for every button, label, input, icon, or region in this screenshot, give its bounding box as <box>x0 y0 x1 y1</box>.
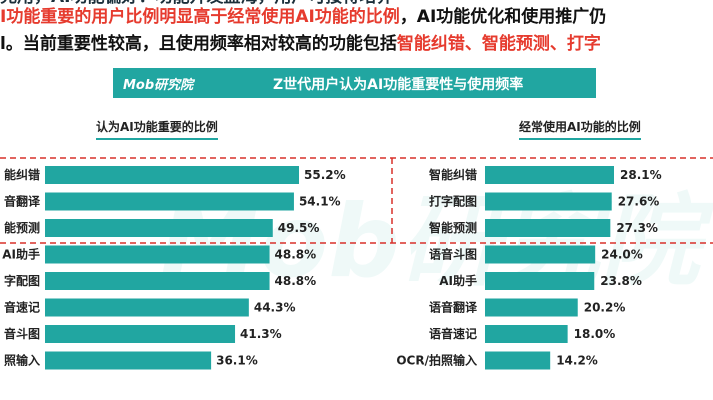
right-value-label-1: 27.6% <box>618 195 660 209</box>
right-value-label-2: 27.3% <box>616 221 658 235</box>
right-value-label-6: 18.0% <box>574 327 616 341</box>
right-bar-3 <box>485 245 596 264</box>
headline-top-line: 兑用，AI功能偏好：功能开发蓝海，用户可接待培养 <box>0 0 393 8</box>
right-bar-2 <box>485 219 611 237</box>
right-bar-7 <box>485 351 551 370</box>
left-chart-title: 认为AI功能重要的比例 <box>96 118 218 140</box>
left-category-3: AI助手 <box>2 247 40 262</box>
right-value-label-4: 23.8% <box>600 274 642 288</box>
left-bar-6 <box>45 325 236 343</box>
right-value-label-7: 14.2% <box>556 354 598 368</box>
right-category-0: 智能纠错 <box>428 167 477 182</box>
left-category-1: 音翻译 <box>4 194 41 209</box>
left-bar-0 <box>45 166 299 184</box>
left-value-label-4: 48.8% <box>275 274 317 288</box>
headline-highlight-1: I功能重要的用户比例明显高于经常使用AI功能的比例 <box>0 7 400 27</box>
left-value-label-6: 41.3% <box>240 327 282 341</box>
left-value-label-2: 49.5% <box>278 221 320 235</box>
right-category-1: 打字配图 <box>429 194 477 209</box>
right-bar-5 <box>485 298 578 317</box>
headline-line-1: I功能重要的用户比例明显高于经常使用AI功能的比例，AI功能优化和使用推广仍 <box>0 6 606 28</box>
headline-highlight-2: 智能纠错、智能预测、打字 <box>396 34 601 54</box>
left-category-6: 音斗图 <box>4 326 40 341</box>
left-bar-5 <box>45 298 249 317</box>
right-category-4: AI助手 <box>439 273 477 288</box>
right-chart-title: 经常使用AI功能的比例 <box>519 118 641 140</box>
right-bar-4 <box>485 272 595 290</box>
right-bar-0 <box>485 166 614 184</box>
headline-text-2: l。当前重要性较高，且使用频率相对较高的功能包括 <box>0 34 397 54</box>
left-category-2: 能预测 <box>4 220 40 235</box>
left-value-label-0: 55.2% <box>304 168 346 182</box>
left-bar-7 <box>45 351 212 370</box>
chart-banner: Mob研究院 Z世代用户认为AI功能重要性与使用频率 <box>113 68 596 98</box>
left-bar-4 <box>45 272 270 290</box>
right-bar-6 <box>485 325 568 343</box>
left-bar-1 <box>45 192 294 211</box>
right-value-label-5: 20.2% <box>584 301 626 315</box>
headline-line-2: l。当前重要性较高，且使用频率相对较高的功能包括智能纠错、智能预测、打字 <box>0 33 601 55</box>
right-category-5: 语音翻译 <box>429 300 478 315</box>
right-category-3: 语音斗图 <box>429 247 477 262</box>
left-category-0: 能纠错 <box>4 167 40 182</box>
left-value-label-1: 54.1% <box>299 195 341 209</box>
right-bar-1 <box>485 192 612 211</box>
mob-logo: Mob研究院 <box>123 78 194 93</box>
left-category-4: 字配图 <box>4 273 40 288</box>
left-value-label-3: 48.8% <box>275 248 317 262</box>
left-category-5: 音速记 <box>4 300 40 315</box>
left-bar-3 <box>45 245 270 264</box>
right-value-label-3: 24.0% <box>601 248 643 262</box>
right-category-7: OCR/拍照输入 <box>396 353 477 368</box>
headline-text-1: ，AI功能优化和使用推广仍 <box>399 7 607 27</box>
left-bar-2 <box>45 219 273 237</box>
right-value-label-0: 28.1% <box>620 168 662 182</box>
left-value-label-5: 44.3% <box>254 301 296 315</box>
left-value-label-7: 36.1% <box>216 354 258 368</box>
chart-title: Z世代用户认为AI功能重要性与使用频率 <box>273 77 524 93</box>
right-category-2: 智能预测 <box>428 220 477 235</box>
right-category-6: 语音速记 <box>429 326 477 341</box>
left-category-7: 照输入 <box>4 353 40 368</box>
